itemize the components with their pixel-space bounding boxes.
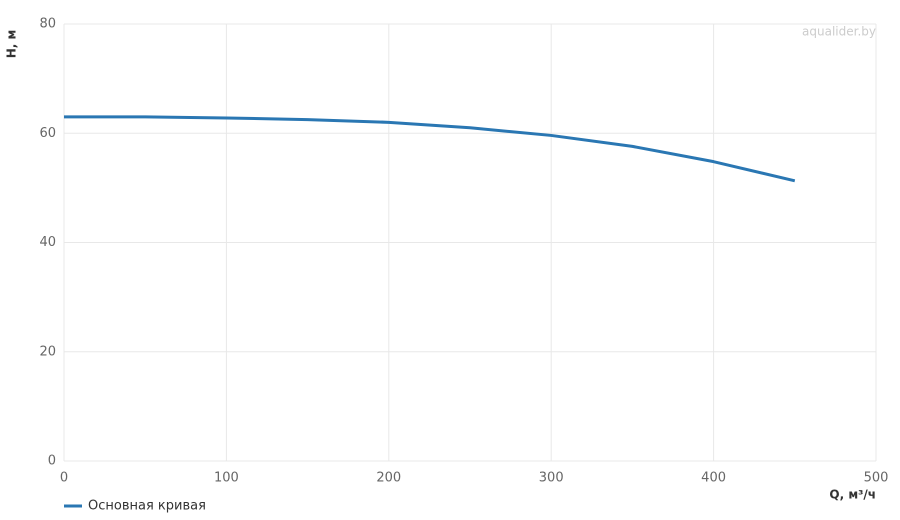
x-tick-label: 500 [864,471,889,486]
y-tick-label: 0 [48,454,56,469]
x-axis-label: Q, м³/ч [829,488,876,502]
y-tick-label: 20 [39,344,56,359]
y-axis-label: H, м [5,30,19,59]
x-tick-label: 300 [539,471,564,486]
line-series [64,115,796,183]
x-tick-label: 100 [214,471,239,486]
x-tick-label: 400 [701,471,726,486]
legend-label: Основная кривая [88,499,206,514]
y-tick-label: 40 [39,235,56,250]
x-tick-label: 200 [376,471,401,486]
y-tick-label: 80 [39,17,56,32]
x-tick-label: 0 [60,471,68,486]
watermark: aqualider.by [802,25,876,39]
y-tick-label: 60 [39,126,56,141]
